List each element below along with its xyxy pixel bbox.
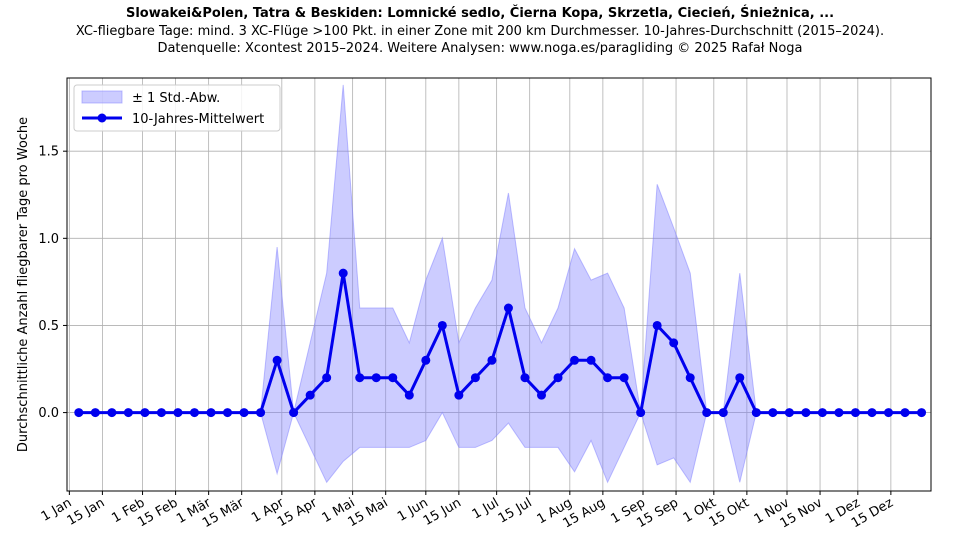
mean-point — [256, 408, 266, 418]
mean-point — [355, 373, 365, 383]
mean-point — [900, 408, 910, 418]
mean-point — [123, 408, 133, 418]
mean-point — [917, 408, 927, 418]
x-tick-label: 1 Jul — [470, 495, 502, 522]
y-tick-label: 0.0 — [38, 406, 59, 421]
mean-point — [90, 408, 100, 418]
mean-point — [206, 408, 216, 418]
mean-point — [338, 268, 348, 278]
grid — [67, 78, 931, 491]
plot-frame — [66, 77, 932, 492]
mean-point — [536, 390, 546, 400]
mean-point — [850, 408, 860, 418]
y-tick-label: 1.0 — [38, 232, 59, 247]
mean-point — [801, 408, 811, 418]
std-band — [78, 84, 922, 484]
mean-point — [603, 373, 613, 383]
x-tick-label: 15 Jul — [496, 495, 535, 526]
mean-point — [305, 390, 315, 400]
mean-point — [470, 373, 480, 383]
mean-point — [503, 303, 513, 313]
mean-point — [553, 373, 563, 383]
mean-point — [669, 338, 679, 348]
mean-point — [487, 355, 497, 365]
mean-point — [371, 373, 381, 383]
mean-point — [107, 408, 117, 418]
mean-point — [735, 373, 745, 383]
x-tick-label: 15 Jan — [65, 495, 108, 528]
mean-point — [784, 408, 794, 418]
mean-point — [685, 373, 695, 383]
mean-point — [223, 408, 233, 418]
mean-point — [239, 408, 249, 418]
mean-point — [404, 390, 414, 400]
mean-point — [636, 408, 646, 418]
mean-point — [702, 408, 712, 418]
mean-point — [619, 373, 629, 383]
chart-subtitle-line-2: Datenquelle: Xcontest 2015–2024. Weitere… — [157, 41, 803, 56]
title-block: Slowakei&Polen, Tatra & Beskiden: Lomnic… — [0, 5, 960, 57]
legend: ± 1 Std.-Abw. 10-Jahres-Mittelwert — [73, 84, 281, 132]
legend-band-label: ± 1 Std.-Abw. — [132, 91, 220, 106]
mean-point — [652, 320, 662, 330]
x-tick-label: 15 Jun — [421, 495, 464, 528]
y-tick-label: 0.5 — [38, 319, 59, 334]
mean-point — [570, 355, 580, 365]
mean-point — [867, 408, 877, 418]
legend-box — [73, 84, 281, 132]
mean-point — [817, 408, 827, 418]
mean-point — [189, 408, 199, 418]
chart-title: Slowakei&Polen, Tatra & Beskiden: Lomnic… — [125, 6, 835, 21]
mean-point — [586, 355, 596, 365]
mean-point — [454, 390, 464, 400]
std-band-layer — [78, 84, 922, 484]
mean-line-layer — [74, 268, 927, 418]
mean-point — [421, 355, 431, 365]
mean-point — [74, 408, 84, 418]
mean-point — [437, 320, 447, 330]
mean-point — [322, 373, 332, 383]
legend-line-marker — [97, 113, 107, 123]
legend-line-label: 10-Jahres-Mittelwert — [132, 112, 264, 127]
legend-band-swatch — [81, 90, 123, 104]
mean-point — [289, 408, 299, 418]
y-tick-label: 1.5 — [38, 145, 59, 160]
mean-point — [388, 373, 398, 383]
mean-point — [140, 408, 150, 418]
mean-point — [718, 408, 728, 418]
mean-point — [520, 373, 530, 383]
mean-point — [768, 408, 778, 418]
mean-point — [834, 408, 844, 418]
y-axis-label: Durchschnittliche Anzahl fliegbarer Tage… — [16, 117, 31, 452]
mean-point — [156, 408, 166, 418]
mean-line — [78, 271, 922, 415]
mean-point — [272, 355, 282, 365]
mean-point — [751, 408, 761, 418]
mean-point — [884, 408, 894, 418]
chart-subtitle-line-1: XC-fliegbare Tage: mind. 3 XC-Flüge >100… — [75, 24, 885, 39]
mean-point — [173, 408, 183, 418]
